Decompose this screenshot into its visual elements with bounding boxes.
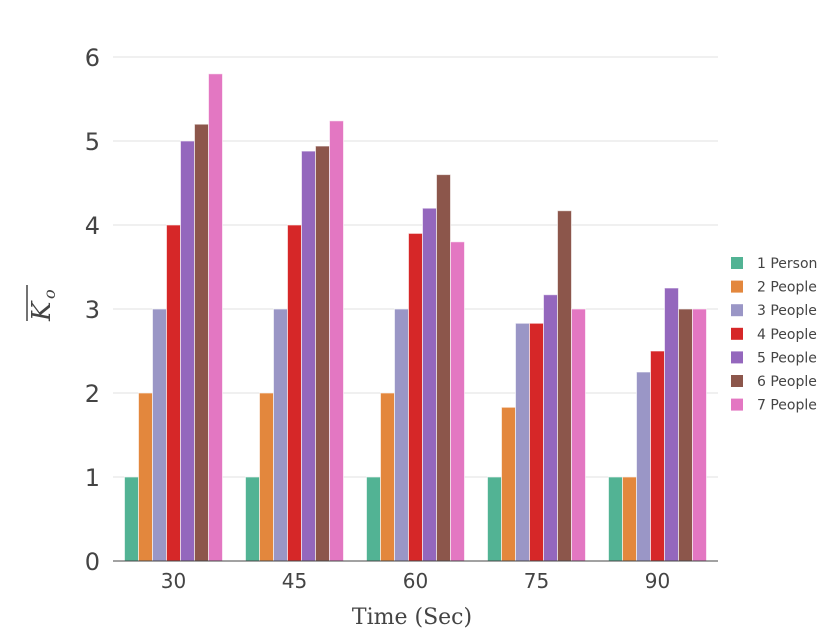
bar-4-people-75: [529, 322, 544, 562]
bar-6-people-60: [436, 174, 451, 562]
bar-4-people-30: [166, 224, 181, 562]
bar-3-people-90: [636, 371, 651, 562]
bar-5-people-90: [664, 287, 679, 562]
bar-1-person-75: [487, 476, 502, 562]
bar-2-people-90: [622, 476, 637, 562]
legend-label: 1 Person: [757, 256, 817, 272]
y-axis-title: K o: [26, 285, 59, 322]
bar-4-people-60: [408, 232, 423, 562]
y-tick-label: 1: [85, 464, 100, 492]
bar-7-people-90: [692, 308, 707, 562]
bar-7-people-75: [571, 308, 586, 562]
x-tick-label: 90: [645, 569, 670, 593]
y-tick-label: 5: [85, 128, 100, 156]
svg-text:o: o: [40, 289, 59, 299]
legend-swatch: [731, 257, 743, 269]
bar-3-people-45: [273, 308, 288, 562]
bar-6-people-30: [194, 123, 209, 562]
bar-5-people-60: [422, 207, 437, 562]
legend-label: 4 People: [757, 327, 817, 343]
bar-6-people-90: [678, 308, 693, 562]
bar-7-people-30: [208, 73, 223, 562]
bar-2-people-75: [501, 406, 516, 562]
legend-swatch: [731, 375, 743, 387]
bar-1-person-30: [124, 476, 139, 562]
y-tick-label: 4: [85, 212, 100, 240]
bar-3-people-60: [394, 308, 409, 562]
y-tick-label: 3: [85, 296, 100, 324]
bar-5-people-30: [180, 140, 195, 562]
bar-2-people-45: [259, 392, 274, 562]
bar-6-people-45: [315, 145, 330, 562]
x-tick-label: 60: [403, 569, 428, 593]
bar-3-people-30: [152, 308, 167, 562]
bar-7-people-45: [329, 120, 344, 562]
legend-label: 6 People: [757, 374, 817, 390]
bar-4-people-90: [650, 350, 665, 562]
y-tick-label: 0: [85, 548, 100, 576]
svg-text:K: K: [27, 300, 57, 322]
x-tick-label: 45: [282, 569, 307, 593]
legend-label: 3 People: [757, 303, 817, 319]
x-tick-label: 75: [524, 569, 549, 593]
bar-6-people-75: [557, 210, 572, 562]
legend-label: 7 People: [757, 398, 817, 414]
x-tick-label: 30: [161, 569, 186, 593]
bar-1-person-45: [245, 476, 260, 562]
legend-swatch: [731, 280, 743, 293]
bar-1-person-90: [608, 476, 623, 562]
x-axis-title: Time (Sec): [352, 605, 472, 630]
bar-2-people-30: [138, 392, 153, 562]
bar-1-person-60: [366, 476, 381, 562]
bar-4-people-45: [287, 224, 302, 562]
legend-swatch: [731, 398, 743, 411]
bar-5-people-75: [543, 294, 558, 562]
legend-swatch: [731, 304, 743, 317]
bar-5-people-45: [301, 150, 316, 562]
legend-label: 5 People: [757, 350, 817, 366]
legend-label: 2 People: [757, 280, 817, 296]
y-tick-label: 2: [85, 380, 100, 408]
bar-2-people-60: [380, 392, 395, 562]
y-tick-label: 6: [85, 44, 100, 72]
legend-swatch: [731, 351, 743, 364]
bar-7-people-60: [450, 241, 465, 562]
bar-3-people-75: [515, 322, 530, 562]
legend-swatch: [731, 327, 743, 340]
